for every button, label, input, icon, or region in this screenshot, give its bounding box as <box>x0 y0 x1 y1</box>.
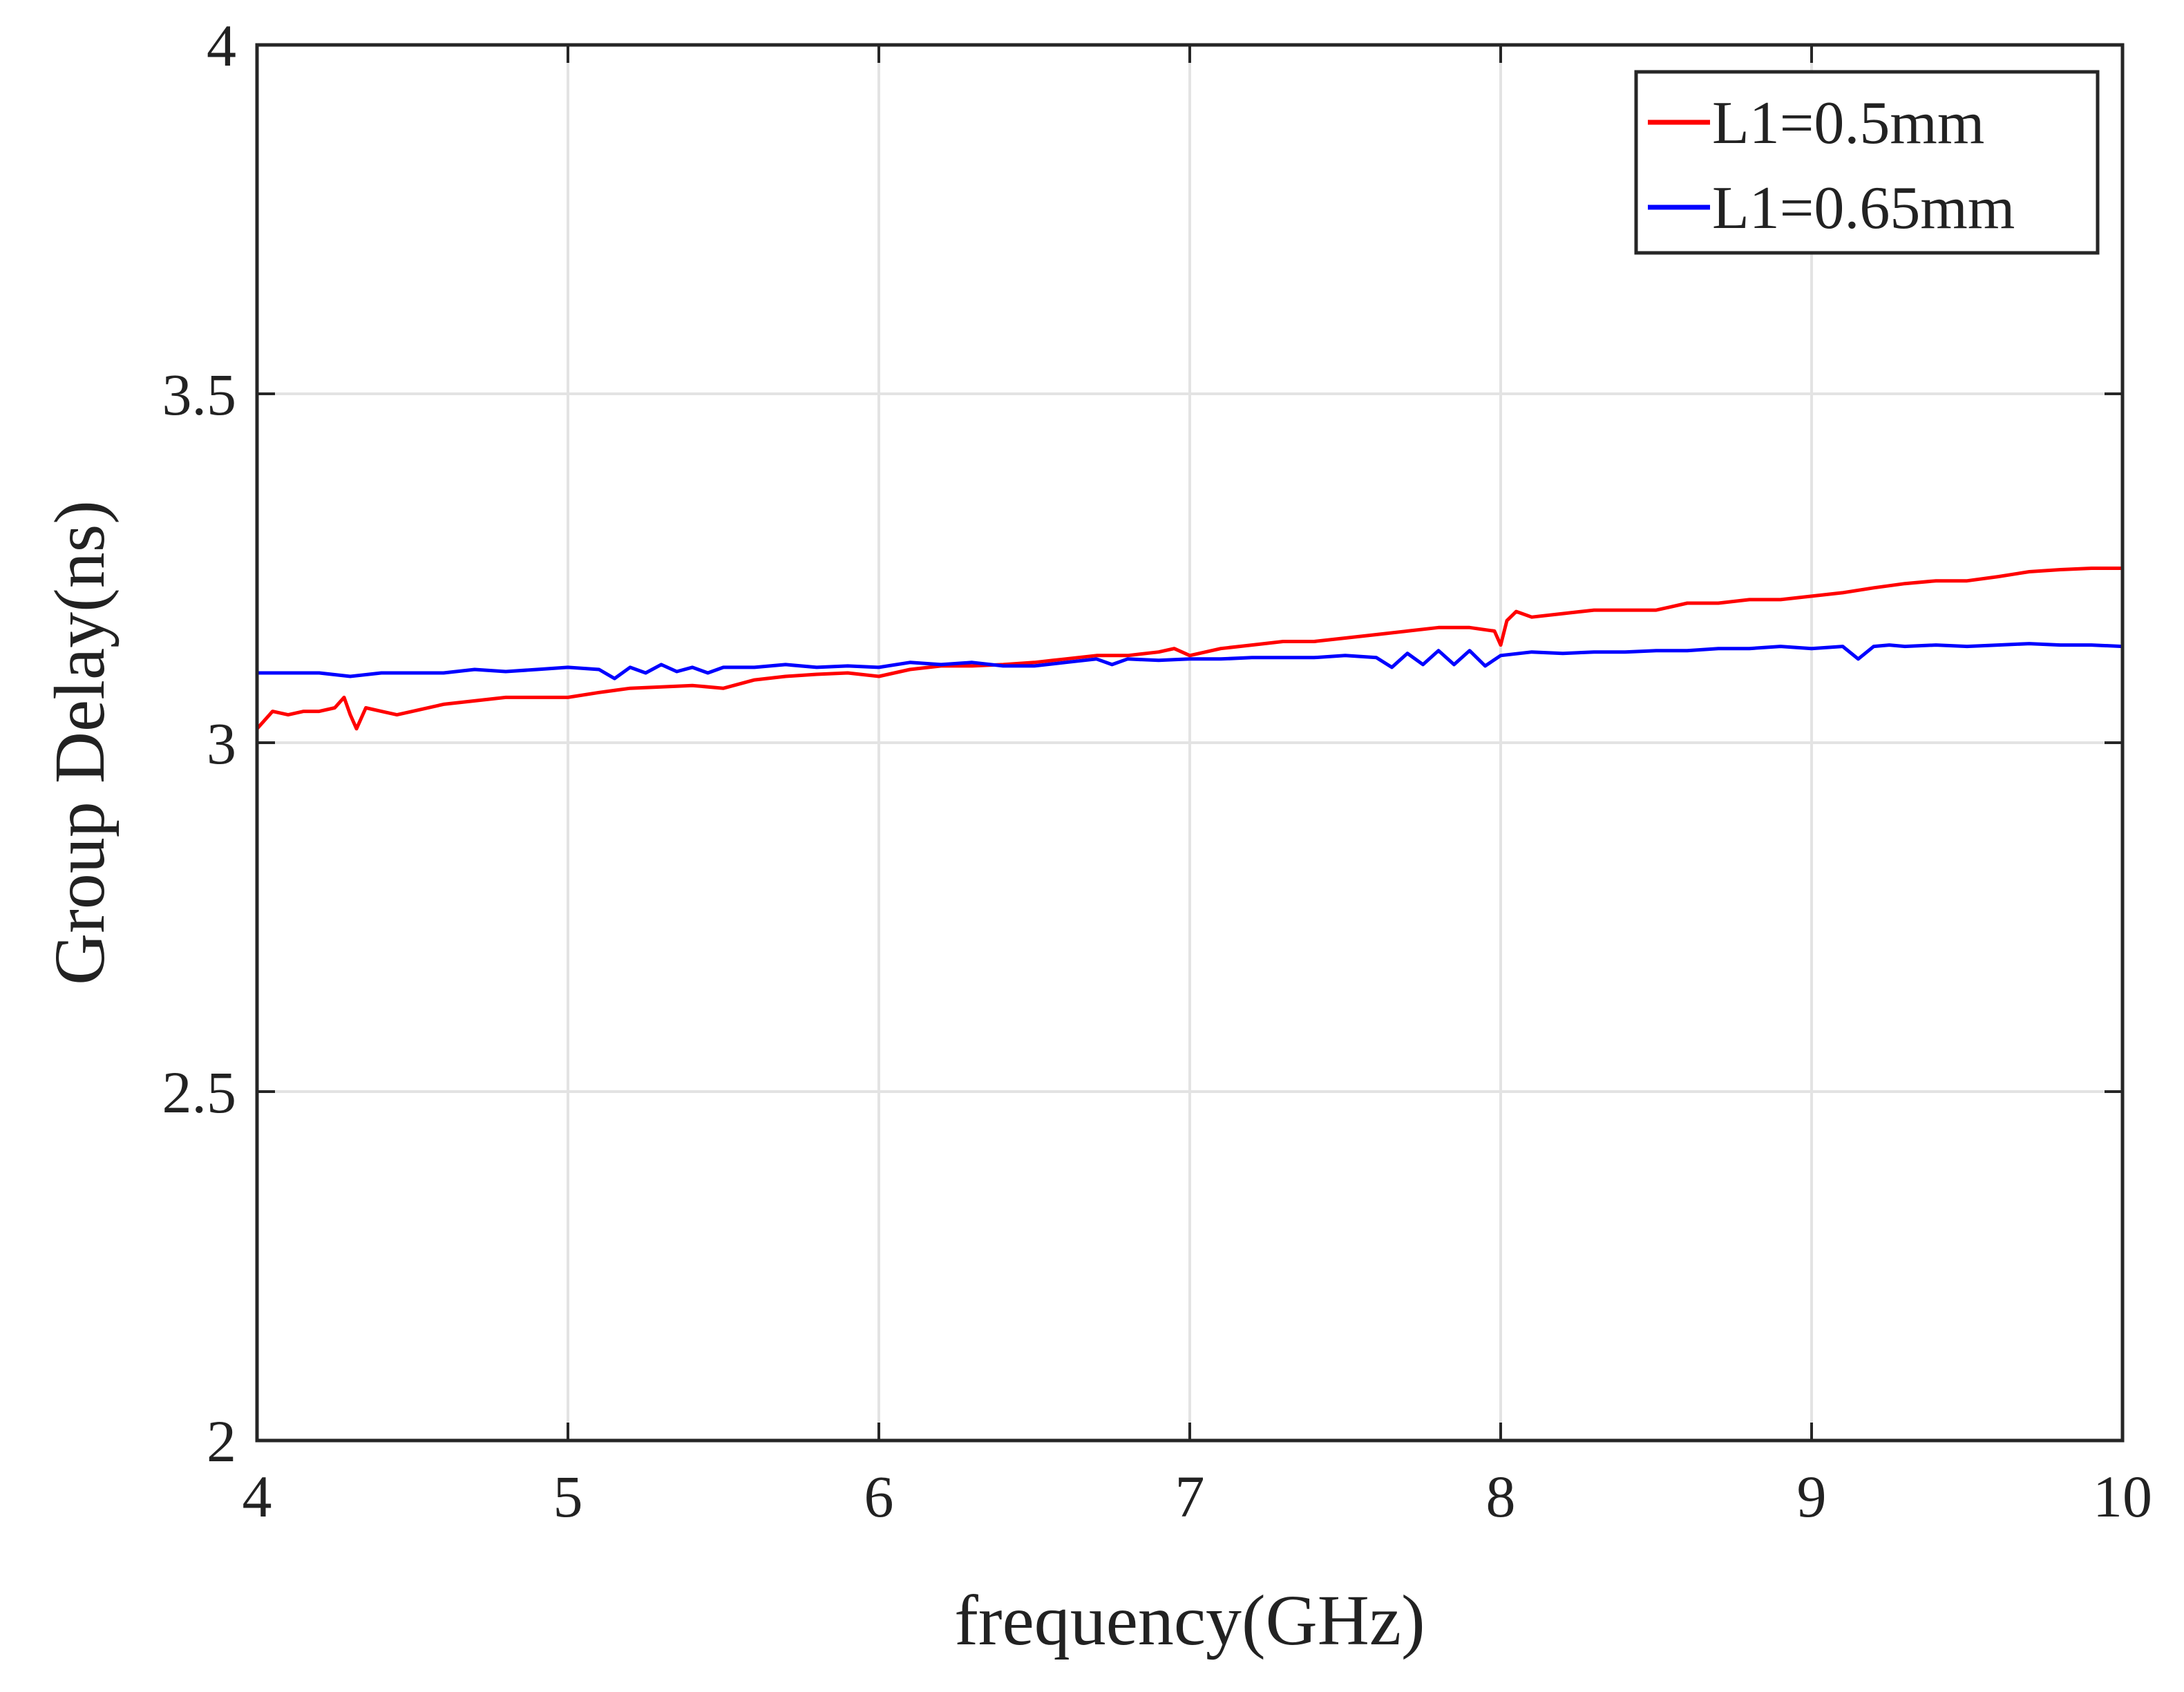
series-line-0 <box>255 567 2125 731</box>
x-tick-label: 5 <box>553 1463 583 1530</box>
series <box>255 567 2125 731</box>
legend-label-l1-0.65mm: L1=0.65mm <box>1712 175 2015 242</box>
y-tick-label: 3.5 <box>162 361 237 428</box>
legend-label-l1-0.5mm: L1=0.5mm <box>1712 90 1984 157</box>
x-tick-label: 9 <box>1797 1463 1827 1530</box>
x-tick-label: 4 <box>243 1463 272 1530</box>
y-tick-label: 3 <box>207 710 236 777</box>
x-tick-label: 7 <box>1175 1463 1205 1530</box>
y-tick-label: 4 <box>207 12 236 79</box>
y-axis-label: Group Delay(ns) <box>40 500 120 985</box>
x-tick-label: 8 <box>1486 1463 1516 1530</box>
y-tick-label: 2 <box>207 1408 236 1474</box>
y-tick-label: 2.5 <box>162 1059 237 1125</box>
ticks: 4 5 6 7 8 9 10 2 2.5 3 3.5 4 <box>162 12 2153 1530</box>
x-tick-label: 10 <box>2093 1463 2152 1530</box>
legend: L1=0.5mm L1=0.65mm <box>1634 70 2100 255</box>
x-tick-label: 6 <box>864 1463 894 1530</box>
legend-box <box>1634 70 2100 255</box>
series-line-1 <box>255 642 2125 681</box>
x-axis-label: frequency(GHz) <box>954 1581 1425 1660</box>
grid <box>257 45 2123 1441</box>
